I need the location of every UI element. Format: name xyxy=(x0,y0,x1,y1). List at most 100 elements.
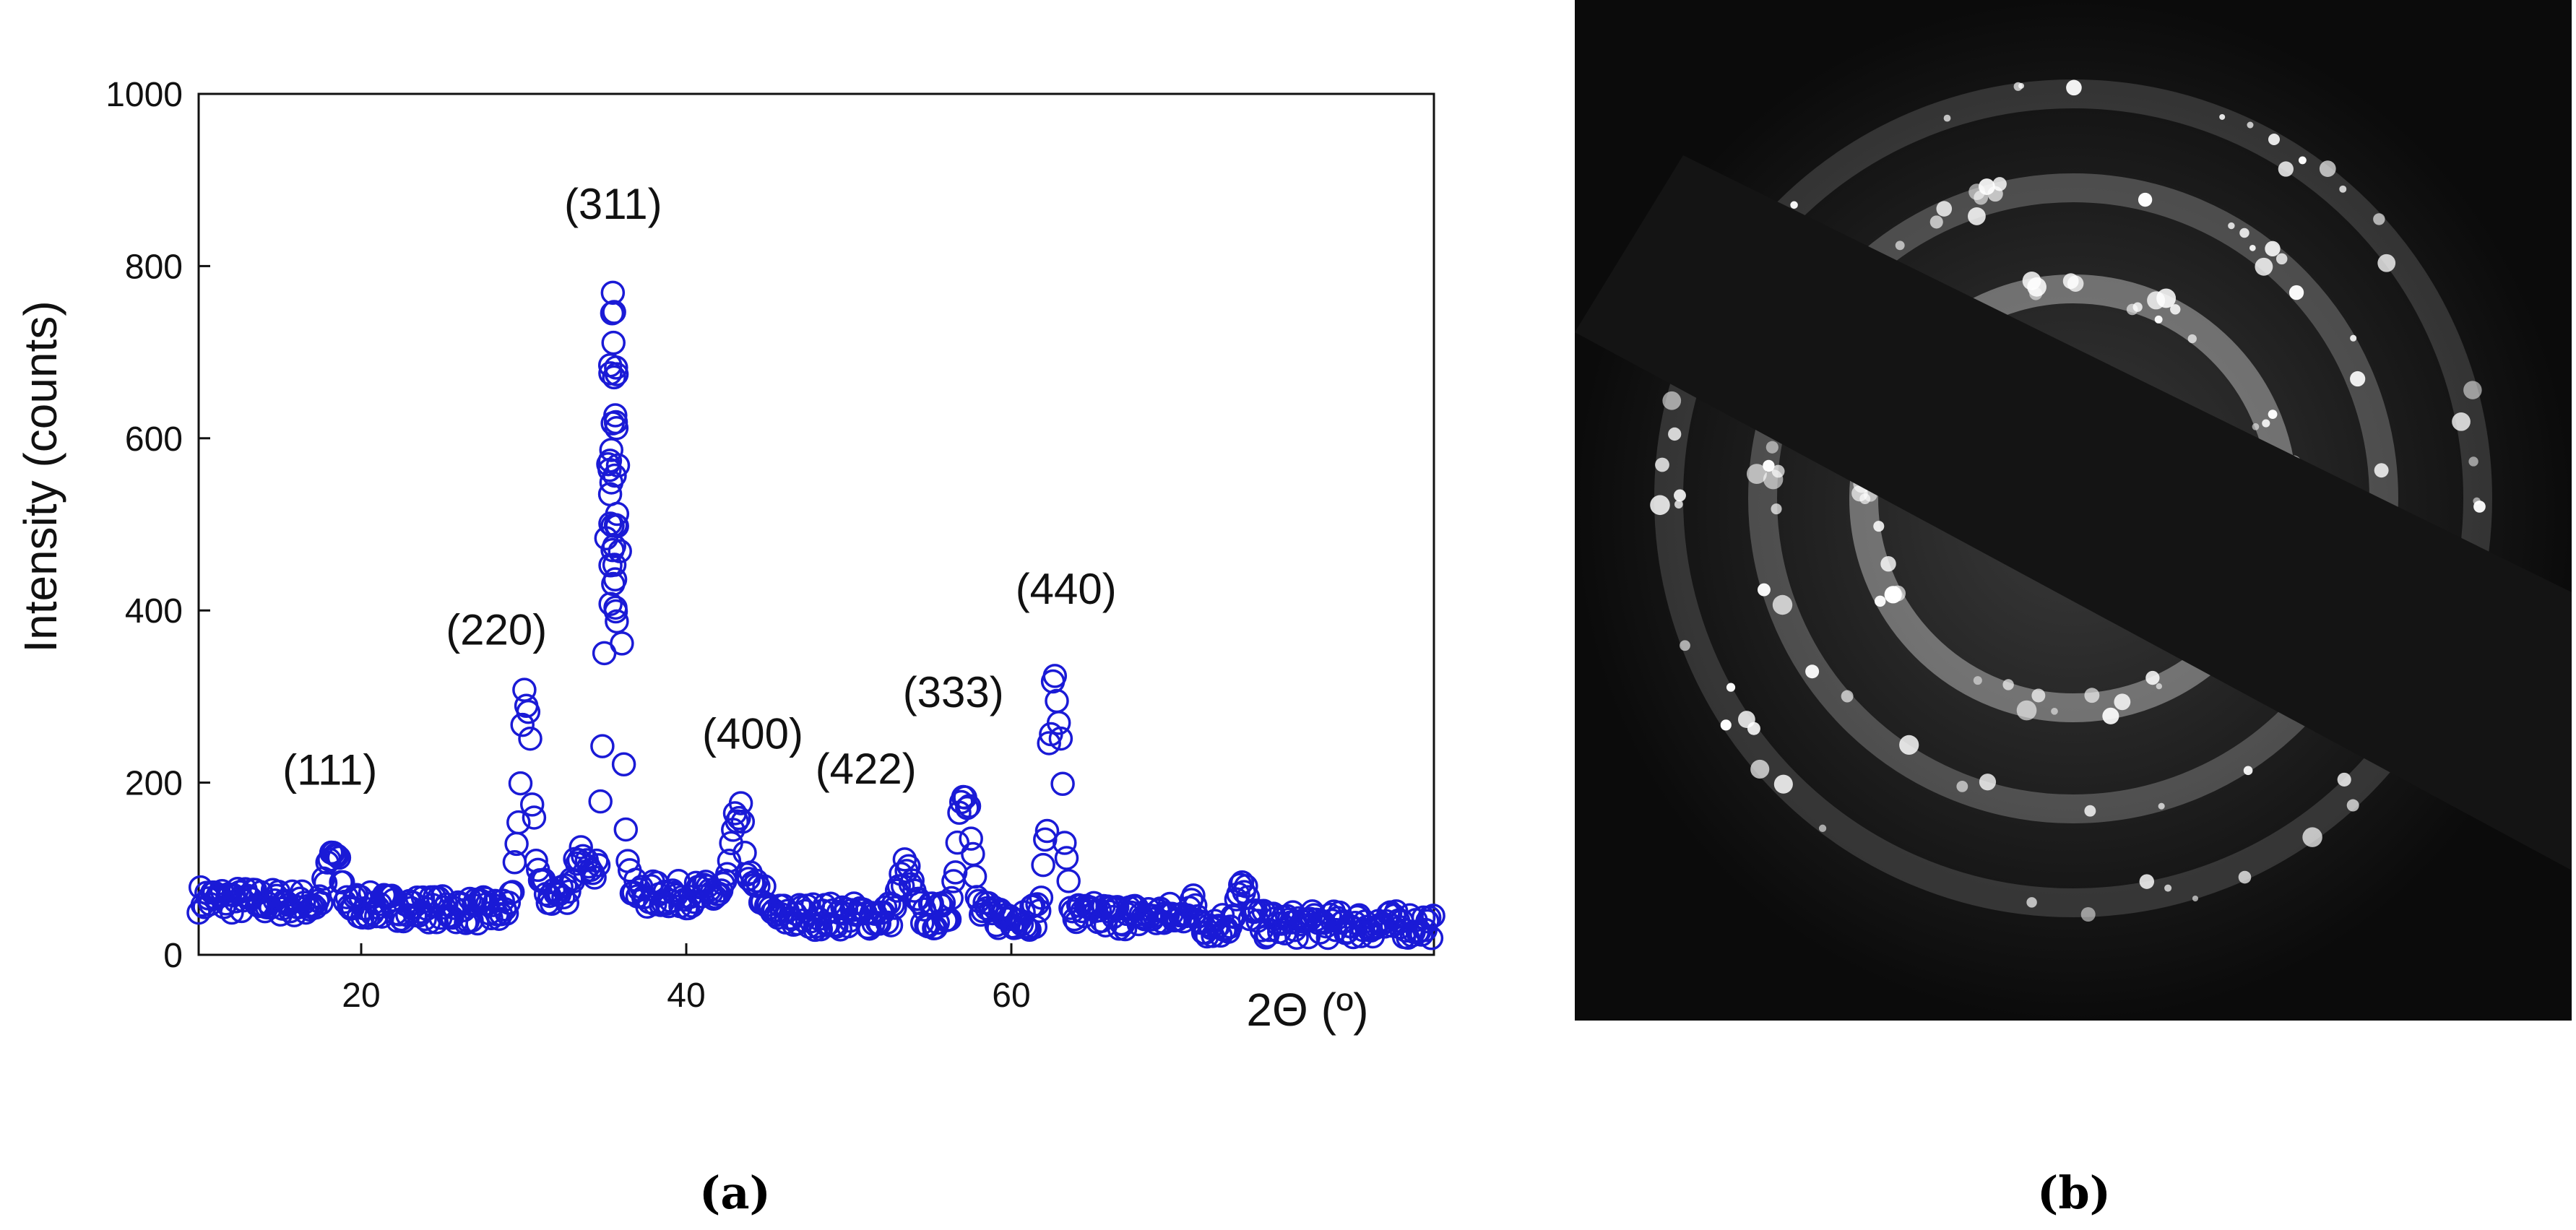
diffraction-spot xyxy=(2114,693,2131,711)
diffraction-spot xyxy=(2102,707,2119,724)
data-point xyxy=(1054,846,1079,870)
diffraction-spot xyxy=(2339,185,2347,193)
data-point xyxy=(896,854,921,879)
diffraction-spot xyxy=(1750,759,1770,779)
data-point xyxy=(508,771,533,796)
data-point xyxy=(1045,688,1069,714)
diffraction-spot xyxy=(2268,133,2281,146)
data-point xyxy=(1026,898,1052,923)
data-point xyxy=(1056,869,1081,893)
diffraction-spot xyxy=(2350,371,2366,387)
peak-label: (422) xyxy=(816,745,917,793)
data-point xyxy=(588,789,613,814)
peak-label: (311) xyxy=(564,180,662,228)
y-tick-label: 400 xyxy=(125,592,183,631)
data-point xyxy=(728,791,753,815)
y-tick-label: 1000 xyxy=(105,76,183,114)
diffraction-spot xyxy=(1973,676,1982,685)
diffraction-spot xyxy=(2298,156,2307,165)
data-point xyxy=(970,898,995,924)
data-point xyxy=(600,280,626,306)
diffraction-spot xyxy=(1726,683,1736,692)
data-point xyxy=(582,865,607,890)
data-point xyxy=(597,457,622,482)
data-point xyxy=(331,870,355,895)
peak-labels: (111) (220) (311) (400) (422) (333) (440) xyxy=(282,180,1117,794)
data-point xyxy=(1274,904,1300,929)
data-point xyxy=(1029,885,1054,910)
data-point xyxy=(603,599,628,624)
data-point xyxy=(717,849,742,873)
data-point xyxy=(730,809,756,834)
diffraction-spot xyxy=(2156,683,2163,690)
caption-a: (a) xyxy=(699,1166,771,1219)
data-point xyxy=(605,609,629,634)
data-point xyxy=(557,879,582,904)
diffraction-spot xyxy=(2051,707,2058,715)
data-point xyxy=(875,910,899,935)
data-point xyxy=(1421,904,1445,928)
data-point xyxy=(1234,874,1258,898)
data-point xyxy=(962,864,987,889)
data-point xyxy=(506,810,531,835)
diffraction-spot xyxy=(2219,113,2226,120)
saed-diffraction-image xyxy=(1575,0,2572,1021)
peak-label: (111) xyxy=(282,745,377,794)
data-point xyxy=(943,860,968,885)
diffraction-spot xyxy=(2265,241,2281,257)
data-point xyxy=(600,537,625,563)
beam-stop xyxy=(1575,155,2572,870)
diffraction-spot xyxy=(2066,79,2082,96)
data-point xyxy=(604,355,628,380)
diffraction-spot xyxy=(1978,178,1995,195)
data-point xyxy=(1257,917,1282,943)
diffraction-spot xyxy=(2026,897,2037,908)
data-point xyxy=(327,845,352,870)
data-point xyxy=(1033,827,1058,852)
data-point xyxy=(576,854,601,879)
diffraction-spot xyxy=(2239,228,2249,238)
diffraction-spot xyxy=(2156,288,2177,308)
diffraction-spot xyxy=(2278,161,2294,177)
diffraction-spot xyxy=(2337,772,2351,787)
data-point xyxy=(1415,909,1440,934)
diffraction-spot xyxy=(2249,244,2256,251)
diffraction-spot xyxy=(1680,640,1690,651)
x-tick-label: 40 xyxy=(667,976,705,1015)
diffraction-spot xyxy=(2268,410,2278,420)
data-point xyxy=(516,699,541,724)
data-points xyxy=(186,280,1445,950)
data-point xyxy=(522,805,547,830)
diffraction-spot xyxy=(2252,423,2260,430)
diffraction-spot xyxy=(1772,594,1793,615)
diffraction-spot xyxy=(1765,441,1778,454)
data-point xyxy=(496,891,522,915)
x-axis-title: 2Θ (º) xyxy=(1246,984,1368,1036)
diffraction-spot xyxy=(1968,207,1986,225)
diffraction-spot xyxy=(1747,464,1767,485)
diffraction-spot xyxy=(2463,381,2482,399)
data-point xyxy=(600,514,625,538)
diffraction-spot xyxy=(1747,722,1760,735)
data-point xyxy=(611,752,636,777)
diffraction-spot xyxy=(2158,802,2165,810)
data-point xyxy=(867,911,892,936)
diffraction-spot xyxy=(1841,690,1854,703)
diffraction-spot xyxy=(2192,895,2199,902)
y-axis-title: Intensity (counts) xyxy=(14,300,66,652)
diffraction-spot xyxy=(1757,583,1771,597)
caption-b: (b) xyxy=(2037,1166,2112,1219)
data-point xyxy=(752,874,777,898)
x-tick-label: 60 xyxy=(992,976,1030,1015)
diffraction-spot xyxy=(2346,799,2359,812)
diffraction-spot xyxy=(2377,254,2396,272)
peak-label: (440) xyxy=(1016,565,1117,613)
diffraction-spot xyxy=(2084,688,2100,703)
saed-pattern-svg xyxy=(1575,0,2572,1021)
data-point xyxy=(956,794,982,818)
data-point xyxy=(610,631,634,656)
diffraction-spot xyxy=(1650,495,1670,516)
diffraction-spot xyxy=(2262,419,2270,428)
peak-label: (333) xyxy=(903,668,1004,716)
diffraction-spot xyxy=(1884,586,1902,604)
